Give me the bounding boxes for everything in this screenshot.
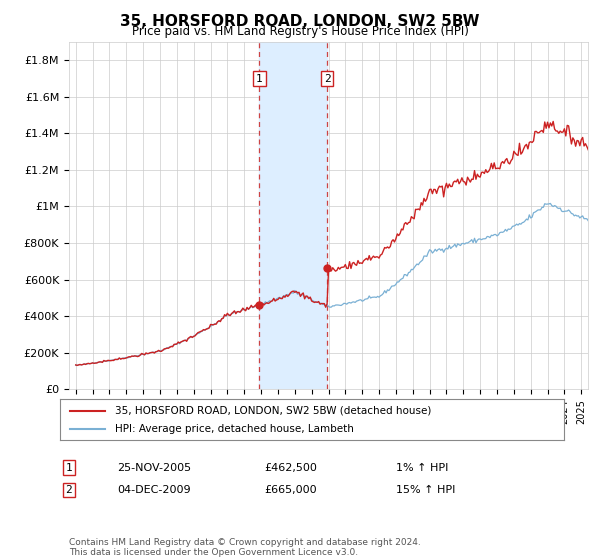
Text: Contains HM Land Registry data © Crown copyright and database right 2024.
This d: Contains HM Land Registry data © Crown c… bbox=[69, 538, 421, 557]
Text: £665,000: £665,000 bbox=[264, 485, 317, 495]
Text: 1: 1 bbox=[65, 463, 73, 473]
Text: 35, HORSFORD ROAD, LONDON, SW2 5BW: 35, HORSFORD ROAD, LONDON, SW2 5BW bbox=[120, 14, 480, 29]
Text: 2: 2 bbox=[324, 73, 331, 83]
Text: 04-DEC-2009: 04-DEC-2009 bbox=[117, 485, 191, 495]
Text: 15% ↑ HPI: 15% ↑ HPI bbox=[396, 485, 455, 495]
Text: 2: 2 bbox=[65, 485, 73, 495]
Text: 1: 1 bbox=[256, 73, 263, 83]
Text: £462,500: £462,500 bbox=[264, 463, 317, 473]
Text: 35, HORSFORD ROAD, LONDON, SW2 5BW (detached house): 35, HORSFORD ROAD, LONDON, SW2 5BW (deta… bbox=[115, 405, 432, 416]
Text: HPI: Average price, detached house, Lambeth: HPI: Average price, detached house, Lamb… bbox=[115, 424, 355, 434]
Text: 25-NOV-2005: 25-NOV-2005 bbox=[117, 463, 191, 473]
Text: 1% ↑ HPI: 1% ↑ HPI bbox=[396, 463, 448, 473]
Text: Price paid vs. HM Land Registry's House Price Index (HPI): Price paid vs. HM Land Registry's House … bbox=[131, 25, 469, 38]
Bar bbox=[259, 42, 327, 389]
